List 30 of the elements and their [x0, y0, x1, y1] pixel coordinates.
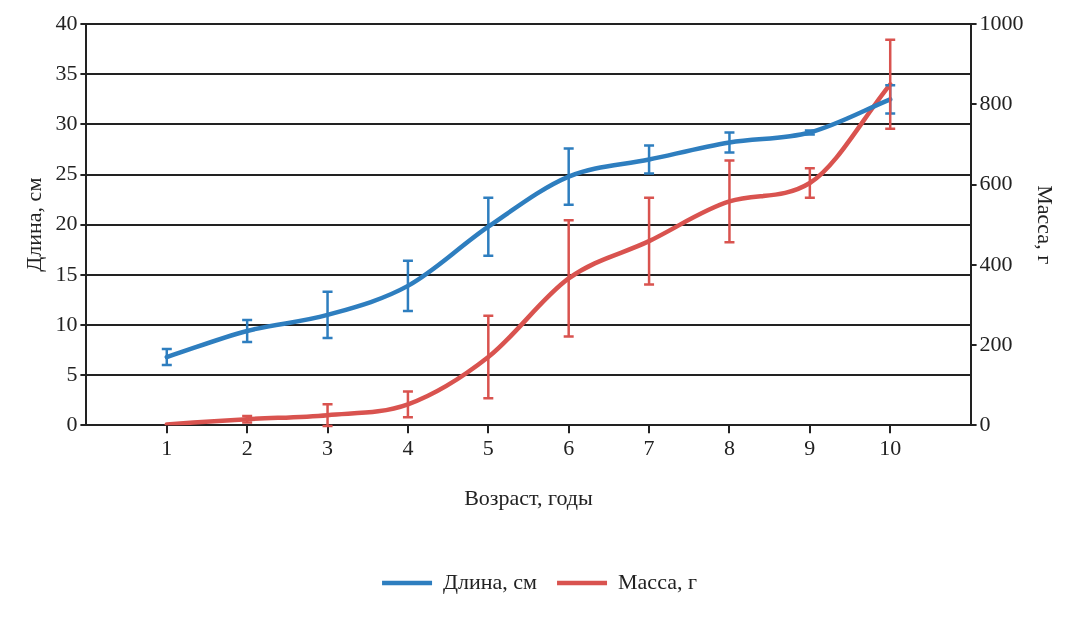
x-tick-label: 5: [482, 435, 494, 461]
x-tick-label: 3: [322, 435, 334, 461]
x-tick-label: 10: [879, 435, 902, 461]
y-axis-title: Длина, см: [20, 177, 46, 272]
y2-tick-label: 1000: [979, 9, 1024, 35]
x-tick-label: 2: [241, 435, 253, 461]
y-tick-label: 40: [55, 9, 78, 35]
y2-tick-label: 600: [979, 170, 1013, 196]
y-tick-label: 35: [55, 60, 78, 86]
y2-tick-label: 200: [979, 330, 1013, 356]
y-tick-label: 0: [66, 410, 78, 436]
y-tick-label: 20: [55, 210, 78, 236]
y-tick-label: 30: [55, 110, 78, 136]
x-tick-label: 4: [402, 435, 414, 461]
y2-axis-title: Масса, г: [1033, 185, 1059, 265]
legend-label: Масса, г: [618, 568, 697, 594]
legend-label: Длина, см: [443, 568, 538, 594]
y2-tick-label: 400: [979, 250, 1013, 276]
x-tick-label: 8: [723, 435, 735, 461]
x-tick-label: 6: [563, 435, 575, 461]
x-tick-label: 1: [161, 435, 173, 461]
x-axis-title: Возраст, годы: [464, 484, 594, 510]
x-tick-label: 7: [643, 435, 655, 461]
y-tick-label: 25: [55, 160, 78, 186]
y-tick-label: 10: [55, 310, 78, 336]
y2-tick-label: 800: [979, 90, 1013, 116]
y-tick-label: 15: [55, 260, 78, 286]
y2-tick-label: 0: [979, 410, 991, 436]
y-tick-label: 5: [66, 360, 78, 386]
x-tick-label: 9: [804, 435, 816, 461]
